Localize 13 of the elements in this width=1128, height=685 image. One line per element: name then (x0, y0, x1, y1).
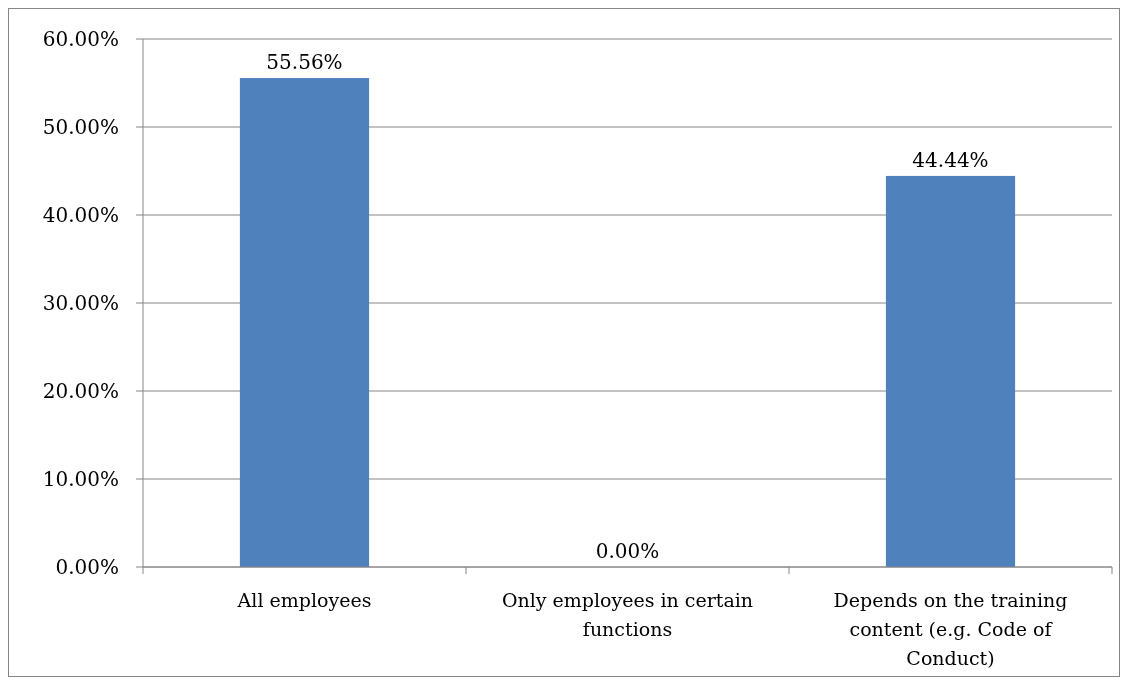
y-tick-label: 40.00% (42, 203, 119, 227)
y-tick-label: 10.00% (42, 467, 119, 491)
x-tick-label: Depends on the training content (e.g. Code of Conduct) (833, 589, 1068, 669)
y-tick-label: 60.00% (42, 27, 119, 51)
data-label: 55.56% (266, 50, 343, 75)
x-tick-label: All employees (236, 589, 372, 611)
y-tick-label: 20.00% (42, 379, 119, 403)
y-tick-label: 50.00% (42, 115, 119, 139)
data-label: 0.00% (595, 539, 660, 563)
data-label: 44.44% (912, 147, 989, 172)
x-tick-label: Only employees in certain functions (501, 589, 754, 640)
y-tick-label: 30.00% (42, 291, 119, 315)
y-tick-label: 0.00% (55, 555, 119, 579)
